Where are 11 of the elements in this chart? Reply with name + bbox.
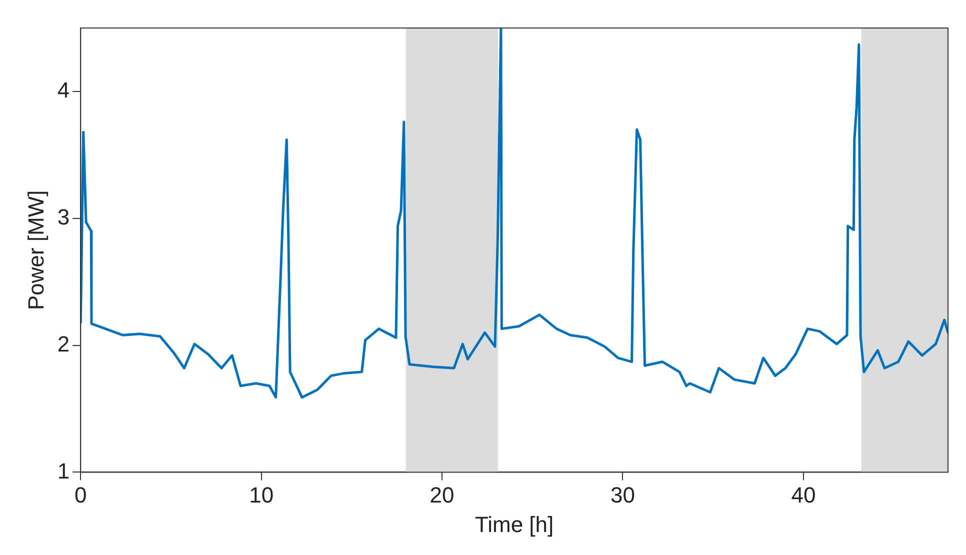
x-tick-label: 30 (610, 482, 635, 508)
x-axis-title: Time [h] (474, 512, 554, 537)
y-axis-title: Power [MW] (23, 190, 48, 310)
x-tick-label: 20 (430, 482, 454, 508)
x-tick-label: 10 (249, 482, 274, 508)
y-tick-label: 3 (57, 204, 70, 230)
y-tick-label: 1 (57, 458, 70, 484)
x-tick-label: 0 (74, 482, 87, 508)
y-tick-label: 4 (57, 78, 70, 103)
x-tick-label: 40 (791, 482, 816, 508)
y-tick-label: 2 (57, 331, 70, 356)
